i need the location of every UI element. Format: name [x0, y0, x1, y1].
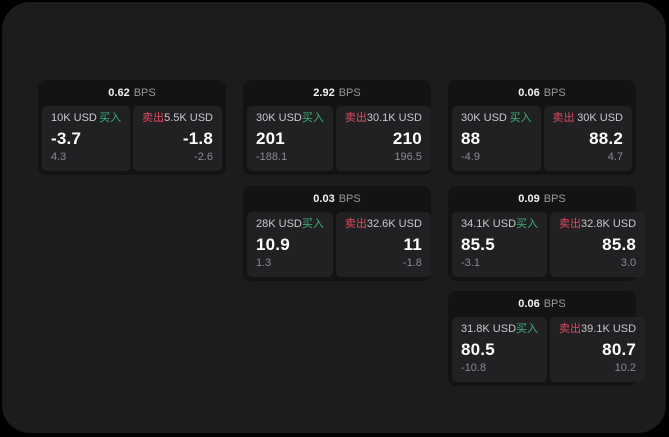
- buy-price: 201: [256, 128, 285, 148]
- quote-card: 0.09 BPS 34.1K USD 买入 85.5 -3.1 卖出 32.8K…: [448, 186, 646, 281]
- sell-size-label: 30K USD: [577, 112, 623, 124]
- buy-quote-button[interactable]: 28K USD 买入 10.9 1.3: [247, 212, 333, 277]
- spread-unit: BPS: [338, 192, 361, 205]
- buy-size-label: 31.8K USD: [461, 323, 517, 335]
- sell-quote-button[interactable]: 卖出 30.1K USD 210 196.5: [335, 106, 431, 171]
- buy-size-label: 28K USD: [256, 218, 302, 230]
- quote-panels: 30K USD 买入 88 -4.9 卖出 30K USD 88.2 4.7: [448, 106, 636, 171]
- buy-delta: -188.1: [256, 151, 288, 163]
- buy-side-label: 买入: [301, 218, 324, 230]
- quote-panels: 28K USD 买入 10.9 1.3 卖出 32.6K USD 11 -1.8: [243, 212, 431, 277]
- spread-header: 0.62 BPS: [38, 80, 226, 106]
- buy-quote-button[interactable]: 10K USD 买入 -3.7 4.3: [42, 106, 131, 171]
- spread-unit: BPS: [133, 86, 156, 99]
- buy-side-label: 买入: [509, 112, 532, 124]
- sell-delta: 3.0: [620, 257, 637, 269]
- buy-side-label: 买入: [99, 112, 122, 124]
- quote-card: 0.03 BPS 28K USD 买入 10.9 1.3 卖出 32.6K US…: [243, 186, 431, 281]
- sell-quote-button[interactable]: 卖出 39.1K USD 80.7 10.2: [550, 317, 646, 382]
- sell-quote-button[interactable]: 卖出 32.6K USD 11 -1.8: [335, 212, 431, 277]
- spread-value: 0.06: [518, 86, 540, 99]
- spread-unit: BPS: [338, 86, 361, 99]
- quote-panels: 30K USD 买入 201 -188.1 卖出 30.1K USD 210 1…: [243, 106, 431, 171]
- sell-quote-button[interactable]: 卖出 32.8K USD 85.8 3.0: [550, 212, 646, 277]
- sell-price: 88.2: [589, 128, 623, 148]
- spread-value: 2.92: [313, 86, 335, 99]
- sell-side-label: 卖出: [559, 218, 582, 230]
- sell-size-label: 5.5K USD: [164, 112, 213, 124]
- sell-price: 210: [392, 128, 422, 148]
- quote-card: 2.92 BPS 30K USD 买入 201 -188.1 卖出 30.1K …: [243, 80, 431, 175]
- quote-card: 0.06 BPS 31.8K USD 买入 80.5 -10.8 卖出 39.1…: [448, 291, 646, 386]
- quote-panels: 10K USD 买入 -3.7 4.3 卖出 5.5K USD -1.8 -2.…: [38, 106, 226, 171]
- spread-value: 0.09: [518, 192, 540, 205]
- sell-delta: -1.8: [402, 257, 422, 269]
- buy-price: -3.7: [51, 128, 82, 148]
- spread-unit: BPS: [543, 192, 566, 205]
- quote-card: 0.06 BPS 30K USD 买入 88 -4.9 卖出 30K USD 8…: [448, 80, 636, 175]
- sell-delta: 10.2: [614, 362, 637, 374]
- quote-card: 0.62 BPS 10K USD 买入 -3.7 4.3 卖出 5.5K USD…: [38, 80, 226, 175]
- quote-panels: 34.1K USD 买入 85.5 -3.1 卖出 32.8K USD 85.8…: [448, 212, 646, 277]
- sell-delta: 196.5: [394, 151, 422, 163]
- buy-price: 80.5: [461, 339, 495, 359]
- sell-side-label: 卖出: [344, 218, 367, 230]
- spread-header: 0.06 BPS: [448, 291, 636, 317]
- spread-unit: BPS: [543, 86, 566, 99]
- buy-price: 10.9: [256, 234, 290, 254]
- sell-side-label: 卖出: [142, 112, 165, 124]
- spread-value: 0.06: [518, 297, 540, 310]
- spread-header: 0.06 BPS: [448, 80, 636, 106]
- buy-size-label: 10K USD: [51, 112, 97, 124]
- quote-panels: 31.8K USD 买入 80.5 -10.8 卖出 39.1K USD 80.…: [448, 317, 646, 382]
- buy-delta: -3.1: [461, 257, 480, 269]
- buy-size-label: 34.1K USD: [461, 218, 517, 230]
- sell-size-label: 39.1K USD: [581, 323, 637, 335]
- buy-size-label: 30K USD: [461, 112, 507, 124]
- sell-price: 85.8: [602, 234, 637, 254]
- buy-delta: 1.3: [256, 257, 272, 269]
- sell-price: 80.7: [602, 339, 637, 359]
- spread-header: 0.03 BPS: [243, 186, 431, 212]
- buy-price: 85.5: [461, 234, 495, 254]
- spread-unit: BPS: [543, 297, 566, 310]
- buy-delta: 4.3: [51, 151, 67, 163]
- sell-price: -1.8: [182, 128, 213, 148]
- buy-side-label: 买入: [301, 112, 324, 124]
- sell-quote-button[interactable]: 卖出 5.5K USD -1.8 -2.6: [133, 106, 222, 171]
- app-surface: 0.62 BPS 10K USD 买入 -3.7 4.3 卖出 5.5K USD…: [2, 2, 666, 433]
- buy-size-label: 30K USD: [256, 112, 302, 124]
- sell-delta: 4.7: [607, 151, 623, 163]
- sell-price: 11: [403, 234, 422, 254]
- spread-header: 0.09 BPS: [448, 186, 636, 212]
- buy-quote-button[interactable]: 34.1K USD 买入 85.5 -3.1: [452, 212, 548, 277]
- buy-delta: -4.9: [461, 151, 480, 163]
- buy-quote-button[interactable]: 30K USD 买入 201 -188.1: [247, 106, 333, 171]
- sell-side-label: 卖出: [552, 112, 575, 124]
- buy-delta: -10.8: [461, 362, 487, 374]
- spread-value: 0.03: [313, 192, 335, 205]
- buy-quote-button[interactable]: 30K USD 买入 88 -4.9: [452, 106, 541, 171]
- sell-size-label: 32.6K USD: [366, 218, 422, 230]
- buy-side-label: 买入: [516, 323, 539, 335]
- buy-quote-button[interactable]: 31.8K USD 买入 80.5 -10.8: [452, 317, 548, 382]
- spread-header: 2.92 BPS: [243, 80, 431, 106]
- spread-value: 0.62: [108, 86, 130, 99]
- sell-size-label: 30.1K USD: [366, 112, 422, 124]
- buy-price: 88: [461, 128, 481, 148]
- sell-delta: -2.6: [194, 151, 213, 163]
- buy-side-label: 买入: [516, 218, 539, 230]
- sell-side-label: 卖出: [344, 112, 367, 124]
- sell-side-label: 卖出: [559, 323, 582, 335]
- sell-size-label: 32.8K USD: [581, 218, 637, 230]
- sell-quote-button[interactable]: 卖出 30K USD 88.2 4.7: [543, 106, 632, 171]
